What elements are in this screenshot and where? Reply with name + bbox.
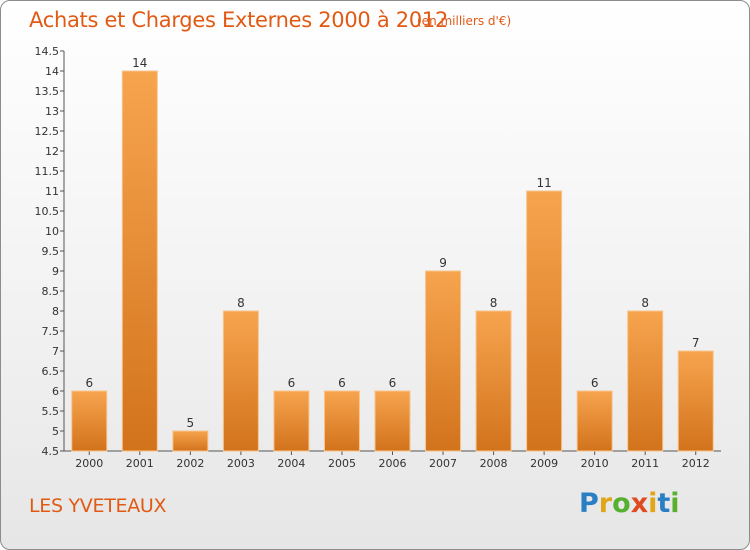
bar <box>222 310 259 452</box>
logo-letter: P <box>579 488 599 519</box>
bar <box>526 190 563 452</box>
data-label: 8 <box>641 296 649 310</box>
y-tick-label: 11 <box>45 185 59 198</box>
x-tick-label: 2007 <box>429 457 457 470</box>
y-tick-label: 8.5 <box>42 285 60 298</box>
bar <box>121 70 158 452</box>
bar <box>323 390 360 452</box>
x-tick-label: 2009 <box>530 457 558 470</box>
logo-letter: t <box>657 488 671 519</box>
x-tick-label: 2011 <box>631 457 659 470</box>
x-tick-label: 2005 <box>328 457 356 470</box>
x-tick-label: 2012 <box>682 457 710 470</box>
y-tick-label: 9 <box>52 265 59 278</box>
chart-subtitle: (en milliers d'€) <box>417 14 512 28</box>
y-tick-label: 5 <box>52 425 59 438</box>
y-tick-label: 14 <box>45 65 59 78</box>
y-tick-label: 13.5 <box>35 85 60 98</box>
logo-letter: r <box>598 488 613 519</box>
bar <box>172 430 209 452</box>
logo-letter: o <box>612 488 631 519</box>
data-label: 6 <box>338 376 346 390</box>
x-tick-label: 2008 <box>480 457 508 470</box>
x-tick-label: 2004 <box>277 457 305 470</box>
logo-letter: i <box>648 488 658 519</box>
y-tick-label: 8 <box>52 305 59 318</box>
y-tick-label: 10.5 <box>35 205 60 218</box>
proxiti-logo: Proxiti <box>579 488 680 519</box>
y-tick-label: 6.5 <box>42 365 60 378</box>
y-tick-label: 14.5 <box>35 45 60 58</box>
bar <box>374 390 411 452</box>
y-tick-label: 10 <box>45 225 59 238</box>
data-label: 6 <box>288 376 296 390</box>
data-label: 14 <box>132 56 147 70</box>
y-tick-label: 7 <box>52 345 59 358</box>
bar <box>576 390 613 452</box>
bar <box>425 270 462 452</box>
bar <box>475 310 512 452</box>
x-tick-label: 2006 <box>379 457 407 470</box>
location-name: LES YVETEAUX <box>29 495 167 517</box>
x-tick-label: 2003 <box>227 457 255 470</box>
chart-labels: 2000 6 2001 14 2002 5 2003 8 2004 6 2005 6 2006 6 2007… <box>75 56 709 470</box>
data-label: 9 <box>439 256 447 270</box>
data-label: 6 <box>389 376 397 390</box>
y-tick-label: 12.5 <box>35 125 60 138</box>
y-tick-label: 9.5 <box>42 245 60 258</box>
bar <box>273 390 310 452</box>
y-tick-label: 7.5 <box>42 325 60 338</box>
data-label: 5 <box>187 416 195 430</box>
data-label: 8 <box>490 296 498 310</box>
y-tick-label: 11.5 <box>35 165 60 178</box>
logo-letter: x <box>630 488 649 519</box>
data-label: 11 <box>536 176 551 190</box>
data-label: 8 <box>237 296 245 310</box>
x-tick-label: 2000 <box>75 457 103 470</box>
bar <box>627 310 664 452</box>
logo-letter: i <box>670 488 680 519</box>
y-tick-label: 5.5 <box>42 405 60 418</box>
data-label: 6 <box>85 376 93 390</box>
y-tick-label: 6 <box>52 385 59 398</box>
data-label: 6 <box>591 376 599 390</box>
chart-bars <box>71 70 714 452</box>
y-tick-label: 4.5 <box>42 445 60 458</box>
bar <box>677 350 714 452</box>
bar <box>71 390 108 452</box>
x-tick-label: 2001 <box>126 457 154 470</box>
x-tick-label: 2002 <box>176 457 204 470</box>
y-tick-label: 12 <box>45 145 59 158</box>
data-label: 7 <box>692 336 700 350</box>
y-tick-label: 13 <box>45 105 59 118</box>
chart-axes: 4.5 5 5.5 6 6.5 7 7.5 8 8.5 9 9.5 10 10.5 11 11.5 12 12.… <box>35 45 721 458</box>
chart-title: Achats et Charges Externes 2000 à 2012 <box>29 8 449 32</box>
x-tick-label: 2010 <box>581 457 609 470</box>
